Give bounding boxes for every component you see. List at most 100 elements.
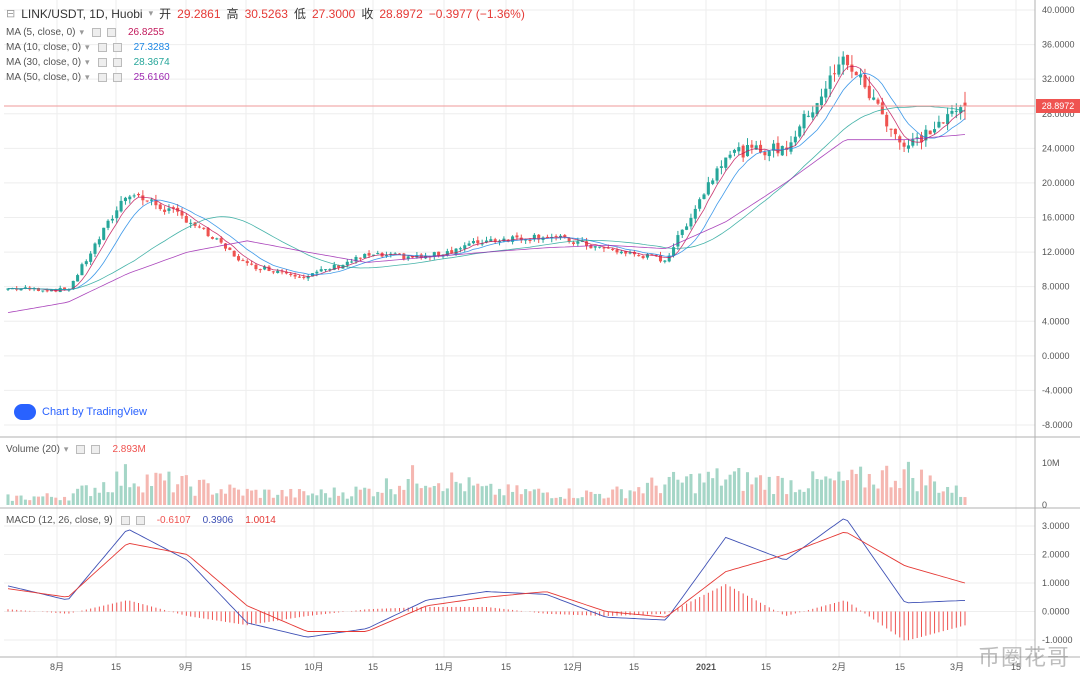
volume-bar — [567, 488, 571, 505]
volume-bar — [306, 495, 310, 505]
volume-bar — [680, 482, 684, 505]
chevron-down-icon[interactable]: ▾ — [85, 72, 90, 82]
volume-bar — [576, 498, 580, 505]
volume-bar — [263, 489, 267, 505]
volume-bar — [145, 474, 149, 505]
settings-icon[interactable] — [97, 43, 107, 52]
close-icon[interactable] — [112, 73, 122, 82]
tradingview-badge[interactable]: Chart by TradingView — [14, 404, 147, 420]
close-icon[interactable] — [112, 43, 122, 52]
volume-bar — [223, 493, 228, 505]
volume-bar — [754, 477, 758, 505]
volume-bar — [667, 476, 671, 505]
macd-tick-label: 1.0000 — [1042, 578, 1070, 588]
volume-bar — [911, 477, 915, 505]
indicator-ma5[interactable]: MA (5, close, 0) ▾ 26.8255 — [6, 27, 164, 38]
volume-bar — [706, 471, 710, 505]
volume-bar — [445, 488, 449, 505]
close-icon[interactable] — [91, 445, 101, 454]
candle-body — [828, 75, 832, 89]
watermark-logo: 币圈花哥 — [978, 640, 1070, 672]
high-label: 高 — [226, 7, 239, 21]
volume-legend[interactable]: Volume (20) ▾ 2.893M — [6, 444, 146, 455]
candle-body — [615, 249, 619, 253]
chevron-down-icon[interactable]: ▾ — [79, 27, 84, 37]
volume-bar — [763, 489, 767, 505]
candle-body — [515, 235, 519, 238]
volume-bar — [63, 496, 67, 505]
candle-body — [437, 251, 441, 256]
time-tick-label: 15 — [111, 662, 121, 672]
collapse-icon[interactable]: ⊟ — [6, 8, 16, 20]
close-icon[interactable] — [107, 28, 116, 37]
candle-body — [49, 289, 54, 292]
candle-body — [732, 149, 736, 153]
time-tick-label: 8月 — [50, 662, 64, 672]
volume-bar — [363, 487, 367, 505]
volume-bar — [302, 491, 306, 505]
volume-bar — [141, 492, 145, 505]
candle-body — [815, 103, 819, 115]
volume-bar — [493, 494, 497, 505]
chevron-down-icon[interactable]: ▾ — [85, 42, 90, 52]
volume-bar — [324, 493, 328, 505]
volume-bar — [741, 490, 745, 505]
volume-bar — [297, 489, 301, 505]
volume-bar — [480, 486, 484, 505]
candle-body — [284, 271, 288, 274]
volume-bar — [815, 479, 819, 505]
candle-body — [489, 239, 493, 242]
volume-bar — [284, 496, 288, 505]
volume-bar — [280, 489, 284, 505]
volume-bar — [563, 498, 567, 505]
settings-icon[interactable] — [92, 28, 101, 37]
volume-bar — [441, 491, 445, 505]
indicator-ma30[interactable]: MA (30, close, 0) ▾ 28.3674 — [6, 57, 170, 68]
volume-bar — [933, 481, 937, 505]
volume-bar — [524, 489, 528, 505]
indicator-ma10[interactable]: MA (10, close, 0) ▾ 27.3283 — [6, 42, 170, 53]
chevron-down-icon[interactable]: ▾ — [85, 57, 90, 67]
candle-body — [493, 239, 497, 242]
candle-body — [893, 128, 897, 135]
volume-bar — [319, 489, 323, 505]
candle-body — [210, 237, 214, 239]
candle-body — [663, 260, 667, 262]
volume-bar — [380, 492, 384, 505]
settings-icon[interactable] — [97, 58, 107, 67]
volume-bar — [615, 486, 619, 505]
volume-bar — [411, 465, 415, 505]
volume-bar — [332, 487, 336, 505]
volume-bar — [554, 497, 558, 505]
candle-body — [558, 235, 562, 238]
volume-bar — [902, 469, 906, 505]
macd-legend[interactable]: MACD (12, 26, close, 9) -0.6107 0.3906 1… — [6, 515, 276, 526]
volume-bar — [806, 488, 810, 505]
candle-body — [532, 234, 536, 240]
settings-icon[interactable] — [97, 73, 107, 82]
close-icon[interactable] — [135, 516, 145, 525]
indicator-ma50[interactable]: MA (50, close, 0) ▾ 25.6160 — [6, 72, 170, 83]
volume-bar — [793, 492, 797, 505]
chevron-down-icon[interactable]: ▾ — [148, 8, 154, 18]
settings-icon[interactable] — [120, 516, 130, 525]
volume-bar — [893, 480, 897, 505]
volume-bar — [859, 466, 863, 505]
macd-signal-value: 1.0014 — [245, 515, 276, 526]
macd-tick-label: 0.0000 — [1042, 607, 1070, 617]
last-price-tag — [1036, 98, 1080, 113]
candle-body — [328, 269, 332, 271]
volume-bar — [271, 497, 275, 505]
volume-bar — [415, 483, 419, 505]
volume-tick-label: 10M — [1042, 458, 1060, 468]
candle-body — [250, 263, 254, 265]
settings-icon[interactable] — [76, 445, 86, 454]
candle-body — [36, 288, 40, 291]
volume-bar — [532, 489, 536, 505]
price-tick-label: 16.0000 — [1042, 213, 1075, 223]
close-icon[interactable] — [112, 58, 122, 67]
chevron-down-icon[interactable]: ▾ — [63, 444, 69, 454]
symbol-title[interactable]: LINK/USDT, 1D, Huobi — [21, 6, 143, 21]
